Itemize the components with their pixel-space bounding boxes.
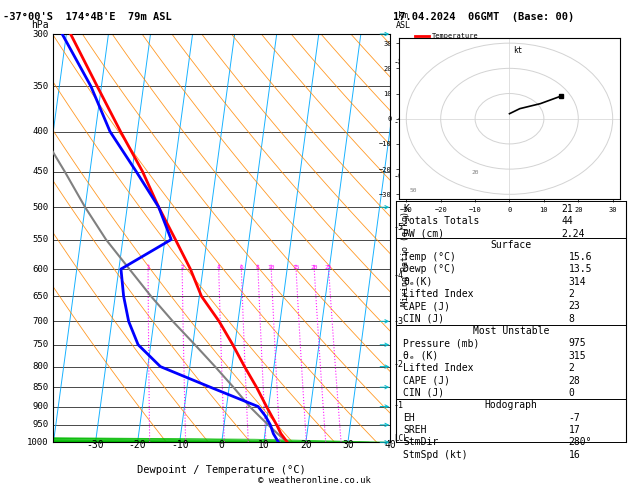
Text: 28: 28 <box>569 376 580 385</box>
Text: 315: 315 <box>569 351 586 361</box>
Text: 1: 1 <box>146 265 150 270</box>
Text: StmSpd (kt): StmSpd (kt) <box>403 450 468 460</box>
Text: 500: 500 <box>32 203 48 212</box>
Text: 25: 25 <box>325 265 332 270</box>
Text: CIN (J): CIN (J) <box>403 314 444 324</box>
Text: Totals Totals: Totals Totals <box>403 216 479 226</box>
Text: kt: kt <box>513 46 522 54</box>
Text: 750: 750 <box>32 340 48 349</box>
Text: 16: 16 <box>569 450 580 460</box>
Text: Lifted Index: Lifted Index <box>403 363 474 373</box>
Text: -30: -30 <box>87 439 104 450</box>
Text: km
ASL: km ASL <box>396 11 411 30</box>
Text: 21: 21 <box>562 204 573 214</box>
Text: 50: 50 <box>409 188 417 193</box>
Text: 20: 20 <box>311 265 318 270</box>
Text: Temp (°C): Temp (°C) <box>403 252 456 262</box>
Text: CIN (J): CIN (J) <box>403 388 444 398</box>
Text: θₑ (K): θₑ (K) <box>403 351 438 361</box>
Text: 8: 8 <box>569 314 574 324</box>
Text: 6: 6 <box>240 265 243 270</box>
Text: 13.5: 13.5 <box>569 264 592 275</box>
Text: 10: 10 <box>258 439 270 450</box>
Text: 0: 0 <box>569 388 574 398</box>
Text: -37°00'S  174°4B'E  79m ASL: -37°00'S 174°4B'E 79m ASL <box>3 12 172 22</box>
Text: Lifted Index: Lifted Index <box>403 289 474 299</box>
Text: Most Unstable: Most Unstable <box>473 326 549 336</box>
Text: 975: 975 <box>569 338 586 348</box>
Text: 40: 40 <box>384 439 396 450</box>
Text: 700: 700 <box>32 317 48 326</box>
Text: 950: 950 <box>32 420 48 429</box>
Text: 44: 44 <box>562 216 573 226</box>
Text: 20: 20 <box>300 439 312 450</box>
Text: CAPE (J): CAPE (J) <box>403 301 450 312</box>
Text: 4: 4 <box>217 265 221 270</box>
Text: -4: -4 <box>394 271 404 280</box>
Text: K: K <box>403 204 409 214</box>
Text: Dewp (°C): Dewp (°C) <box>403 264 456 275</box>
Text: -5: -5 <box>394 223 404 232</box>
Text: 30: 30 <box>342 439 353 450</box>
Text: 2.24: 2.24 <box>562 228 585 239</box>
Text: 350: 350 <box>32 82 48 91</box>
Text: StmDir: StmDir <box>403 437 438 447</box>
Text: EH: EH <box>403 413 415 423</box>
Text: 8: 8 <box>256 265 260 270</box>
Text: hPa: hPa <box>31 20 49 30</box>
Text: -10: -10 <box>171 439 189 450</box>
Text: 23: 23 <box>569 301 580 312</box>
Text: 800: 800 <box>32 362 48 371</box>
Text: -6: -6 <box>394 172 404 181</box>
Text: 650: 650 <box>32 292 48 301</box>
Legend: Temperature, Dewpoint, Parcel Trajectory, Dry Adiabat, Wet Adiabat, Isotherm, Mi: Temperature, Dewpoint, Parcel Trajectory… <box>415 34 504 86</box>
Text: 314: 314 <box>569 277 586 287</box>
Text: PW (cm): PW (cm) <box>403 228 444 239</box>
Text: 0: 0 <box>219 439 225 450</box>
Text: 280°: 280° <box>569 437 592 447</box>
Text: 2: 2 <box>569 363 574 373</box>
Text: -2: -2 <box>394 360 404 369</box>
Text: -7: -7 <box>569 413 580 423</box>
Text: 850: 850 <box>32 382 48 392</box>
Text: Surface: Surface <box>491 240 532 250</box>
Text: -3: -3 <box>394 317 404 326</box>
Text: 2: 2 <box>181 265 184 270</box>
Text: Dewpoint / Temperature (°C): Dewpoint / Temperature (°C) <box>137 465 306 475</box>
Text: 450: 450 <box>32 167 48 176</box>
Text: -1: -1 <box>394 401 404 410</box>
Text: 2: 2 <box>569 289 574 299</box>
Text: -7: -7 <box>394 118 404 127</box>
Text: CAPE (J): CAPE (J) <box>403 376 450 385</box>
Text: 900: 900 <box>32 402 48 411</box>
Text: Pressure (mb): Pressure (mb) <box>403 338 479 348</box>
Text: SREH: SREH <box>403 425 426 435</box>
Text: 400: 400 <box>32 127 48 136</box>
Text: Mixing Ratio (g/kg): Mixing Ratio (g/kg) <box>401 211 410 306</box>
Text: θₑ(K): θₑ(K) <box>403 277 433 287</box>
Text: 20: 20 <box>471 170 479 175</box>
Text: © weatheronline.co.uk: © weatheronline.co.uk <box>258 476 371 485</box>
Text: 300: 300 <box>32 30 48 38</box>
Text: 15: 15 <box>292 265 300 270</box>
Text: 1000: 1000 <box>27 438 48 447</box>
Text: 550: 550 <box>32 235 48 244</box>
Text: 15.6: 15.6 <box>569 252 592 262</box>
Text: 600: 600 <box>32 264 48 274</box>
Text: -20: -20 <box>129 439 147 450</box>
Text: -8: -8 <box>394 58 404 67</box>
Text: 17: 17 <box>569 425 580 435</box>
Text: Hodograph: Hodograph <box>484 400 538 410</box>
Text: 10: 10 <box>267 265 275 270</box>
Text: 17.04.2024  06GMT  (Base: 00): 17.04.2024 06GMT (Base: 00) <box>393 12 574 22</box>
Text: LCL: LCL <box>394 434 408 443</box>
